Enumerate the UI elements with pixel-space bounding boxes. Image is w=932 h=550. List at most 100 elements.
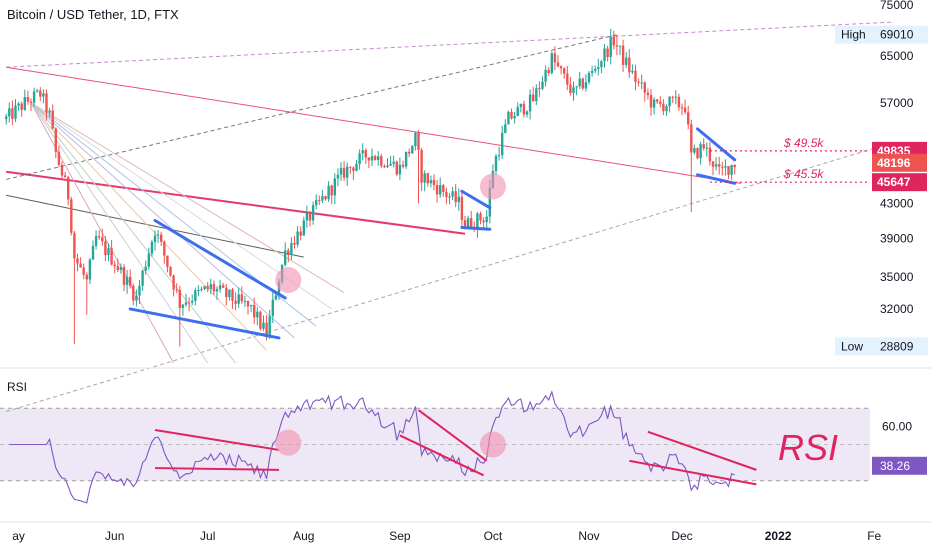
candle-body xyxy=(702,144,705,149)
candle-body xyxy=(48,110,51,113)
candle-body xyxy=(42,93,45,97)
candle-body xyxy=(535,88,538,102)
candle-body xyxy=(153,235,157,242)
rsi-pane-title: RSI xyxy=(7,380,28,394)
candle-body xyxy=(206,286,209,289)
rsi-current-badge xyxy=(872,456,927,475)
candle-body xyxy=(476,213,479,230)
fan-line xyxy=(30,102,345,294)
candle-body xyxy=(687,112,690,125)
candle-body xyxy=(144,266,147,271)
candle-body xyxy=(218,285,222,290)
candle-body xyxy=(181,304,185,308)
candle-body xyxy=(470,218,473,229)
trendline-black-thin xyxy=(6,194,304,258)
candle-body xyxy=(82,267,85,275)
candle-body xyxy=(631,70,634,73)
candle-body xyxy=(175,289,178,291)
price-badge-value: 48196 xyxy=(877,156,911,170)
candle-body xyxy=(318,200,321,202)
candle-body xyxy=(333,178,336,196)
candle-body xyxy=(209,284,212,289)
candle-body xyxy=(435,185,439,195)
candle-body xyxy=(488,188,491,217)
time-tick-label: Dec xyxy=(671,529,692,543)
candle-body xyxy=(215,289,219,292)
pattern-blue-flag-top-sep xyxy=(460,189,492,210)
candle-body xyxy=(138,285,141,296)
candle-body xyxy=(122,267,126,285)
candle-body xyxy=(17,103,20,106)
candle-body xyxy=(721,166,724,168)
candle-body xyxy=(575,86,578,88)
candle-body xyxy=(553,53,557,63)
rsi-pink-upper-sep xyxy=(417,409,488,462)
candle-body xyxy=(5,116,8,119)
candle-body xyxy=(91,245,95,260)
candle-body xyxy=(225,287,228,298)
candle-body xyxy=(727,166,730,175)
candle-body xyxy=(649,95,653,108)
candle-body xyxy=(448,196,451,198)
candle-body xyxy=(187,302,191,304)
candle-body xyxy=(662,103,665,112)
high-label: High xyxy=(841,28,866,42)
candle-body xyxy=(432,179,436,186)
candle-body xyxy=(259,311,262,329)
candle-body xyxy=(479,213,482,221)
candle-body xyxy=(26,97,30,102)
rsi-pink-upper-jun xyxy=(154,429,280,451)
candle-body xyxy=(94,236,98,246)
candle-body xyxy=(677,96,681,108)
candle-body xyxy=(246,300,250,307)
price-badge-value: 45647 xyxy=(877,175,911,189)
candle-body xyxy=(29,101,33,103)
candle-body xyxy=(392,161,395,164)
candle-body xyxy=(129,276,132,286)
candle-body xyxy=(88,259,92,280)
candle-body xyxy=(668,96,671,107)
candle-body xyxy=(293,242,296,245)
candle-body xyxy=(361,150,364,154)
candle-body xyxy=(346,166,349,178)
candle-body xyxy=(51,110,54,129)
candle-body xyxy=(8,108,11,117)
candle-body xyxy=(606,48,609,58)
candle-body xyxy=(646,92,650,96)
candle-body xyxy=(680,107,684,109)
candle-body xyxy=(98,236,101,238)
trendline-purple-dashed-top xyxy=(6,21,893,68)
time-tick-label: Fe xyxy=(867,529,881,543)
rsi-tick-label: 60.00 xyxy=(882,419,912,433)
time-tick-label: 2022 xyxy=(765,529,792,543)
candle-body xyxy=(110,248,113,265)
rsi-pink-upper-dec xyxy=(647,430,757,471)
candle-body xyxy=(659,101,662,104)
candle-body xyxy=(578,78,581,87)
candle-body xyxy=(445,191,448,197)
candle-body xyxy=(23,97,26,110)
candle-body xyxy=(718,164,721,167)
candle-body xyxy=(116,266,119,270)
candle-body xyxy=(513,116,516,119)
candle-body xyxy=(349,166,352,168)
candle-body xyxy=(70,199,73,233)
candle-body xyxy=(308,212,312,221)
candle-body xyxy=(683,107,687,113)
candle-body xyxy=(538,88,541,90)
trendline-pink-channel-top xyxy=(6,66,741,184)
rsi-highlight-circle xyxy=(479,431,506,458)
candle-body xyxy=(618,45,622,47)
candle-body xyxy=(197,290,200,292)
candle-body xyxy=(191,300,194,303)
candle-body xyxy=(141,270,144,286)
candle-body xyxy=(581,78,584,89)
candle-body xyxy=(290,242,293,256)
candle-body xyxy=(364,150,367,158)
candle-body xyxy=(507,111,510,125)
candle-body xyxy=(79,263,82,268)
candle-body xyxy=(67,177,70,200)
candle-body xyxy=(11,108,14,119)
candle-body xyxy=(302,220,305,236)
candle-body xyxy=(336,174,340,179)
